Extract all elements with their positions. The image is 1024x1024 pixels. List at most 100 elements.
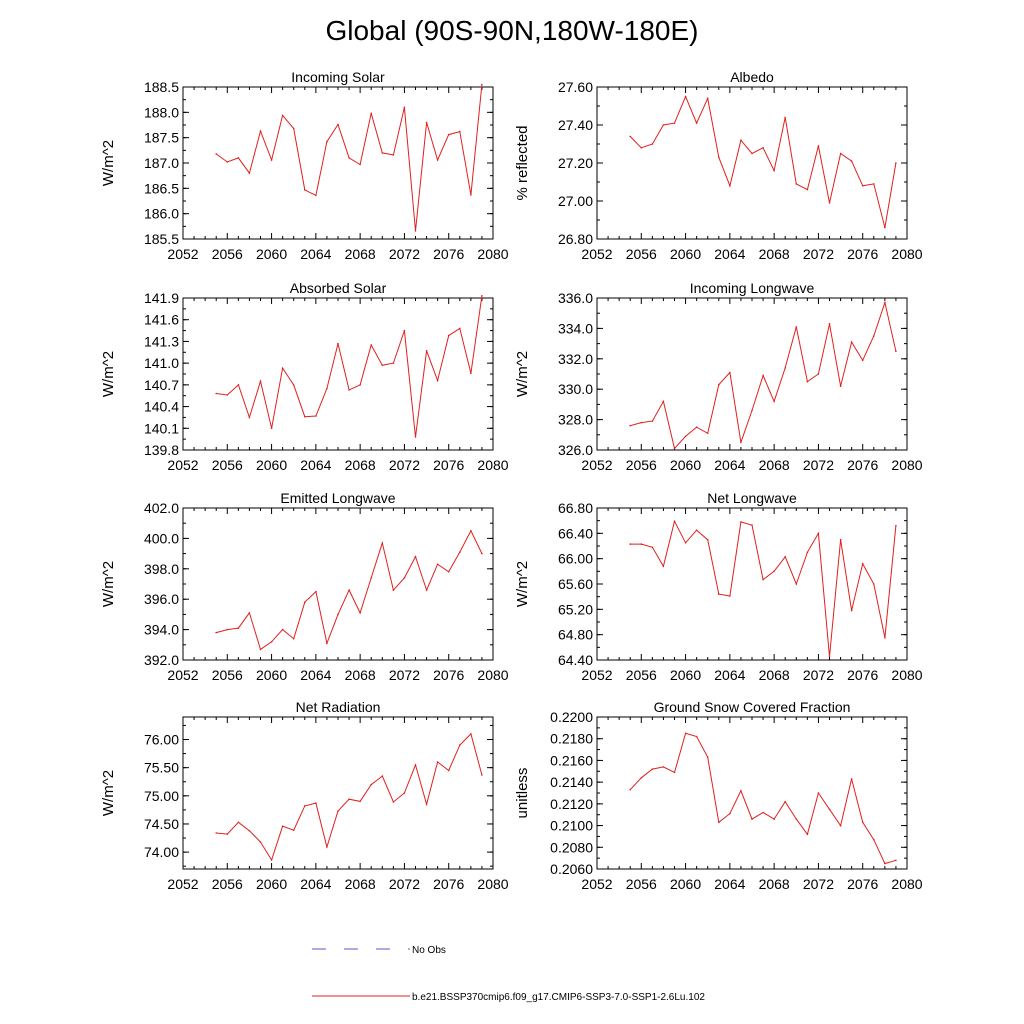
y-axis-label: W/m^2 bbox=[100, 140, 117, 186]
panel-2: Albedo 2052 2056 2060 2064 2068 2072 2076 2080 26… bbox=[514, 69, 923, 262]
plot-frame bbox=[182, 716, 494, 870]
plot-frame bbox=[596, 86, 908, 240]
y-tick-label: 0.2160 bbox=[550, 752, 593, 768]
x-tick-label: 2072 bbox=[389, 876, 420, 892]
data-point bbox=[751, 152, 753, 155]
data-point bbox=[861, 821, 864, 824]
data-point bbox=[304, 601, 306, 603]
legend-series-label: b.e21.BSSP370cmip6.f09_g17.CMIP6-SSP3-7.… bbox=[412, 992, 705, 1003]
y-tick-label: 334.0 bbox=[558, 320, 593, 336]
data-point bbox=[751, 818, 753, 820]
data-point bbox=[651, 420, 654, 422]
data-point bbox=[326, 846, 328, 848]
x-tick-label: 2068 bbox=[345, 667, 376, 683]
data-point bbox=[651, 546, 654, 549]
x-tick-label: 2064 bbox=[300, 457, 331, 473]
data-point bbox=[425, 803, 428, 806]
panel-title: Net Radiation bbox=[296, 699, 381, 715]
data-point bbox=[481, 295, 483, 297]
y-tick-label: 27.40 bbox=[558, 117, 593, 133]
data-point bbox=[684, 732, 687, 735]
y-tick-label: 141.0 bbox=[144, 355, 179, 371]
data-point bbox=[640, 543, 643, 545]
panel-1: Incoming Solar 2052 2056 2060 2064 2068 2072 20… bbox=[100, 69, 509, 262]
data-point bbox=[806, 551, 809, 554]
x-tick-label: 2068 bbox=[759, 457, 790, 473]
data-point bbox=[873, 183, 875, 185]
data-point bbox=[459, 327, 461, 330]
data-point bbox=[673, 520, 676, 523]
data-point bbox=[226, 628, 229, 631]
data-point bbox=[762, 374, 764, 377]
data-point bbox=[226, 394, 229, 396]
y-tick-label: 328.0 bbox=[558, 412, 593, 428]
y-axis-label: W/m^2 bbox=[514, 561, 531, 607]
x-tick-label: 2064 bbox=[714, 246, 745, 262]
data-point bbox=[706, 538, 709, 541]
data-point bbox=[215, 832, 217, 834]
data-point bbox=[839, 824, 842, 827]
data-point bbox=[629, 135, 631, 138]
data-point bbox=[695, 735, 698, 738]
y-tick-label: 402.0 bbox=[144, 500, 179, 516]
y-tick-label: 187.0 bbox=[144, 155, 179, 171]
y-tick-label: 66.00 bbox=[558, 551, 593, 567]
data-point bbox=[773, 818, 775, 820]
data-point bbox=[481, 774, 483, 776]
data-point bbox=[718, 821, 720, 824]
data-point bbox=[281, 628, 284, 631]
data-point bbox=[828, 808, 831, 811]
data-point bbox=[259, 648, 262, 651]
data-point bbox=[259, 380, 262, 383]
plot-frame bbox=[596, 297, 908, 451]
x-tick-label: 2080 bbox=[477, 667, 508, 683]
x-tick-label: 2052 bbox=[581, 457, 612, 473]
data-point bbox=[425, 350, 428, 352]
y-tick-label: 0.2120 bbox=[550, 796, 593, 812]
y-tick-label: 188.0 bbox=[144, 104, 179, 120]
x-tick-label: 2056 bbox=[212, 246, 243, 262]
data-point bbox=[281, 825, 284, 827]
data-point bbox=[784, 556, 786, 558]
x-tick-label: 2080 bbox=[477, 876, 508, 892]
y-tick-label: 65.20 bbox=[558, 601, 593, 617]
x-tick-label: 2056 bbox=[626, 457, 657, 473]
data-point bbox=[773, 400, 775, 403]
data-point bbox=[729, 595, 731, 597]
x-tick-label: 2064 bbox=[714, 667, 745, 683]
data-point bbox=[684, 95, 687, 98]
data-point bbox=[436, 159, 439, 161]
panel-5: Emitted Longwave 2052 2056 2060 2064 2068 2072… bbox=[100, 490, 509, 683]
x-tick-label: 2076 bbox=[433, 667, 464, 683]
x-tick-label: 2052 bbox=[167, 667, 198, 683]
data-point bbox=[640, 147, 643, 149]
y-tick-label: 0.2140 bbox=[550, 774, 593, 790]
data-point bbox=[392, 154, 395, 156]
data-point bbox=[359, 163, 361, 166]
x-tick-label: 2080 bbox=[891, 457, 922, 473]
data-point bbox=[673, 447, 676, 450]
data-point bbox=[817, 792, 820, 794]
y-tick-label: 400.0 bbox=[144, 530, 179, 546]
data-point bbox=[315, 590, 317, 593]
data-point bbox=[337, 613, 339, 616]
data-point bbox=[695, 426, 698, 429]
x-tick-label: 2056 bbox=[212, 876, 243, 892]
data-point bbox=[873, 838, 875, 841]
x-tick-label: 2064 bbox=[714, 457, 745, 473]
legend-obs-label: No Obs bbox=[412, 945, 446, 956]
plot-frame bbox=[182, 507, 494, 661]
y-tick-label: 65.60 bbox=[558, 576, 593, 592]
data-point bbox=[270, 427, 273, 430]
data-point bbox=[392, 362, 395, 364]
panel-7: Net Radiation 2052 2056 2060 2064 2068 2072 207… bbox=[100, 699, 509, 892]
data-point bbox=[425, 121, 428, 124]
x-tick-label: 2076 bbox=[847, 876, 878, 892]
data-point bbox=[403, 577, 406, 579]
data-point bbox=[447, 769, 450, 772]
y-tick-label: 27.60 bbox=[558, 79, 593, 95]
data-point bbox=[436, 563, 439, 565]
data-point bbox=[403, 106, 406, 109]
panel-title: Albedo bbox=[730, 69, 774, 85]
data-point bbox=[795, 583, 798, 585]
